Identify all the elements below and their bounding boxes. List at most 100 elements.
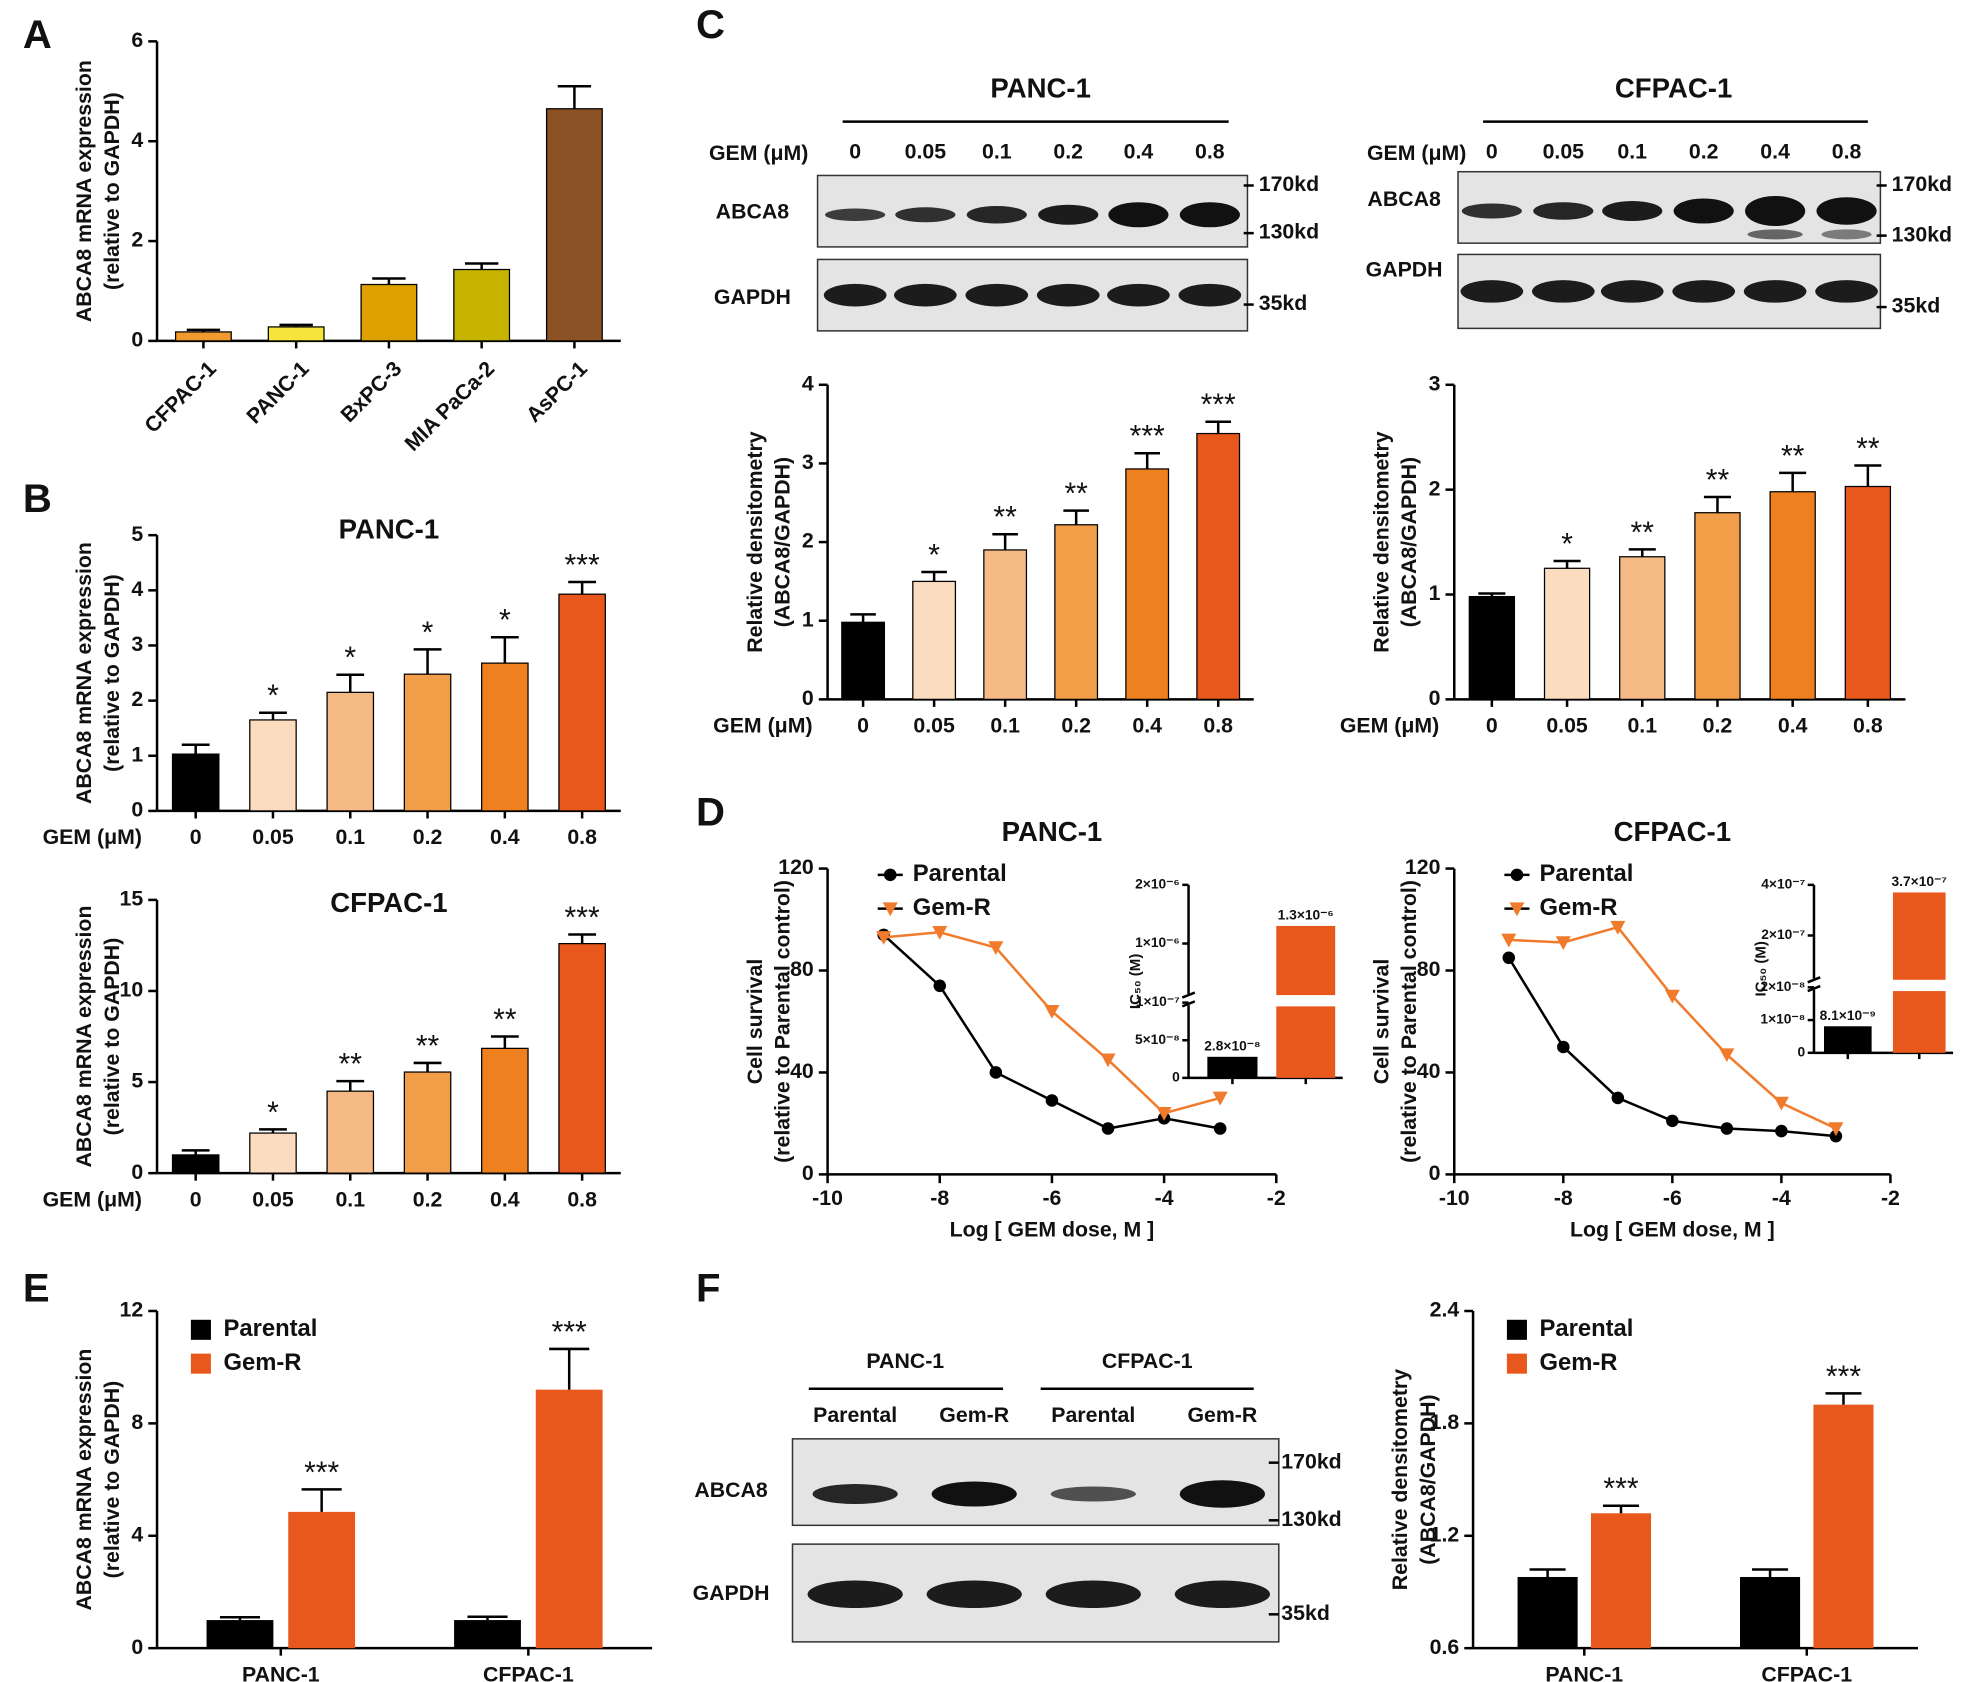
bar (983, 549, 1028, 700)
blot-lane-label: 0.05 (905, 140, 947, 164)
y-tick-label: 4 (131, 128, 143, 152)
inset-y-tick-label: 4×10⁻⁷ (1761, 877, 1805, 892)
y-axis-label: (relative to Parental control) (1397, 880, 1421, 1163)
y-tick-label: 0 (131, 328, 143, 352)
legend-swatch (190, 1353, 211, 1374)
x-tick-label: 0.05 (1546, 714, 1588, 738)
x-tick-label: 0.4 (490, 1187, 520, 1211)
blot-band (1531, 280, 1595, 303)
x-tick-label: 0.8 (1203, 714, 1233, 738)
y-tick-label: 3 (1429, 371, 1441, 395)
x-tick-label: -10 (1439, 1186, 1470, 1210)
point (1611, 1091, 1625, 1105)
point (1510, 868, 1524, 882)
bar-break (1891, 979, 1947, 992)
blot-band (966, 205, 1027, 224)
y-axis-label: ABCA8 mRNA expression (72, 60, 96, 322)
panel-label: F (696, 1267, 721, 1311)
point (988, 941, 1004, 956)
y-tick-label: 4 (131, 577, 143, 601)
bar (481, 662, 529, 812)
x-tick-label: CFPAC-1 (140, 356, 221, 437)
significance: ** (339, 1048, 363, 1081)
y-tick-label: 4 (802, 371, 814, 395)
blot-lane-label: 0.8 (1832, 140, 1862, 164)
legend-label: Gem-R (913, 894, 991, 921)
x-tick-label: -8 (930, 1186, 949, 1210)
y-tick-label: 0 (802, 686, 814, 710)
bar (1619, 556, 1666, 700)
bar (288, 1511, 356, 1649)
inset-y-tick-label: 2×10⁻⁷ (1761, 927, 1805, 942)
significance: *** (1603, 1473, 1638, 1506)
blot-lane-label: 0.1 (1617, 140, 1647, 164)
x-tick-label: -6 (1663, 1186, 1682, 1210)
point (876, 931, 892, 945)
y-tick-label: 120 (1405, 855, 1441, 879)
blot-dose-label: GEM (μM) (709, 141, 808, 165)
x-tick-label: MIA PaCa-2 (400, 357, 499, 456)
inset-y-tick-label: 2×10⁻⁸ (1760, 979, 1805, 994)
blot-frame (1457, 253, 1882, 330)
blot-frame (816, 258, 1249, 332)
bar (545, 108, 603, 342)
y-tick-label: 3 (802, 450, 814, 474)
x-axis-label: GEM (μM) (713, 714, 812, 738)
y-tick-label: 3 (131, 632, 143, 656)
significance: *** (1826, 1360, 1861, 1393)
blot-marker: 170kd (1259, 172, 1319, 196)
blot-band (1673, 198, 1734, 224)
blot-marker: 170kd (1892, 172, 1952, 196)
chart-title: CFPAC-1 (1614, 816, 1731, 847)
significance: *** (1201, 389, 1236, 422)
blot-band (1815, 280, 1878, 303)
blot-lane-label: 0.2 (1689, 140, 1719, 164)
bar (453, 268, 511, 342)
y-tick-label: 10 (120, 978, 144, 1002)
x-tick-label: PANC-1 (242, 1662, 320, 1682)
blot-frame (1457, 170, 1882, 244)
y-tick-label: 2 (1429, 476, 1441, 500)
legend-swatch (190, 1319, 211, 1340)
y-axis-label: Cell survival (1369, 959, 1393, 1084)
blot-lane-label: 0.8 (1195, 140, 1225, 164)
bar (360, 283, 418, 342)
y-tick-label: 0.6 (1430, 1635, 1460, 1659)
y-tick-label: 15 (120, 887, 144, 911)
x-tick-label: 0.2 (1061, 714, 1091, 738)
point (1555, 936, 1571, 950)
point (1044, 1005, 1060, 1019)
legend-label: Parental (913, 860, 1007, 887)
blot-band (1108, 202, 1169, 228)
significance: ** (493, 1003, 517, 1036)
x-tick-label: 0.2 (413, 825, 443, 849)
legend-label: Parental (223, 1315, 317, 1342)
x-tick-label: 0.1 (335, 825, 365, 849)
blot-band (1816, 197, 1877, 225)
x-tick-label: 0.4 (490, 825, 520, 849)
bar (481, 1047, 529, 1174)
y-tick-label: 2 (802, 529, 814, 553)
y-tick-label: 2 (131, 687, 143, 711)
chart-title: PANC-1 (339, 514, 440, 545)
significance: ** (1706, 464, 1730, 497)
y-axis-label: (relative to GAPDH) (100, 938, 124, 1136)
y-tick-label: 120 (778, 855, 814, 879)
y-axis-label: (relative to GAPDH) (100, 574, 124, 772)
x-tick-label: PANC-1 (242, 356, 314, 428)
blot-band (1672, 280, 1736, 303)
bar (206, 1620, 274, 1649)
blot-marker: 130kd (1259, 220, 1319, 244)
y-tick-label: 12 (120, 1298, 144, 1322)
bar (1054, 524, 1099, 700)
bar (1813, 1404, 1874, 1649)
bar (171, 1154, 220, 1174)
bar (535, 1389, 603, 1649)
blot-band (931, 1481, 1017, 1507)
x-axis-label: GEM (μM) (1340, 714, 1439, 738)
significance: * (422, 616, 434, 649)
y-tick-label: 0 (802, 1161, 814, 1185)
point (1775, 1124, 1788, 1138)
y-axis-label: (relative to Parental control) (770, 880, 794, 1163)
